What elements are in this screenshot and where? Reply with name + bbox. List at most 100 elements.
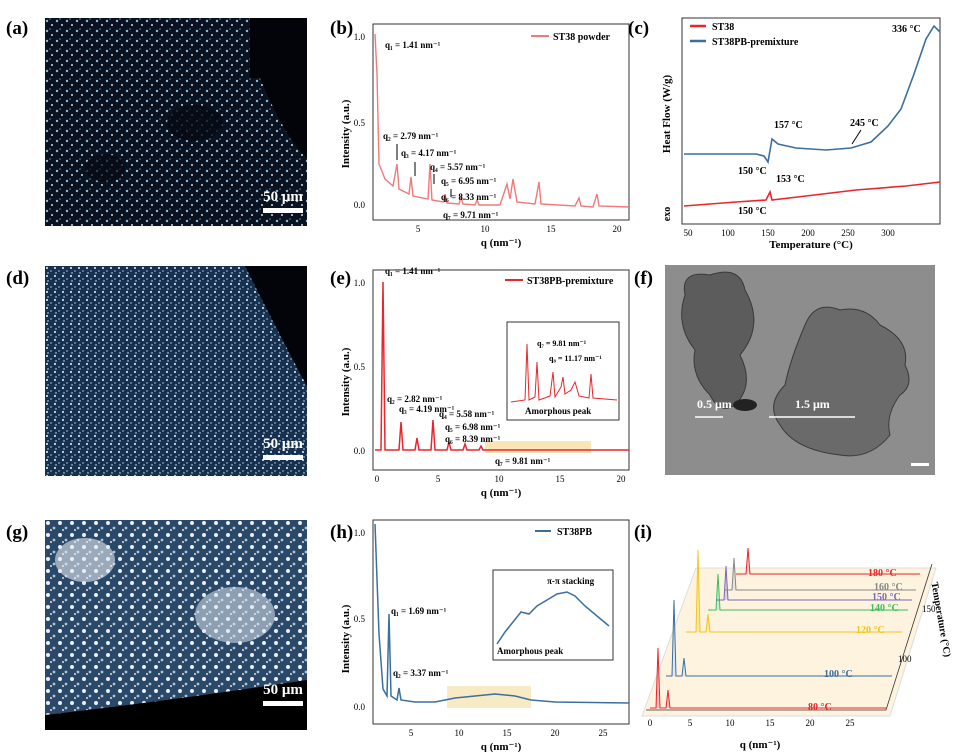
xtick-i-1: 0: [648, 718, 653, 728]
legend-c-1: ST38: [712, 22, 734, 33]
ytick-b-2: 0.5: [354, 118, 366, 128]
xtick-e-3: 10: [495, 474, 505, 484]
arrow-c-245: [851, 129, 862, 145]
waterfall-base: [641, 567, 937, 717]
exo-label: exo: [662, 207, 673, 221]
ztick-i-1: 100: [898, 654, 912, 664]
xlabel-c: Temperature (°C): [769, 239, 853, 250]
xlabel-e: q (nm⁻¹): [481, 487, 522, 499]
xlabel-h: q (nm⁻¹): [481, 741, 522, 752]
temp-label-150: 150 °C: [872, 592, 901, 603]
inset-curve-h: [496, 591, 610, 645]
waterfall-150: [716, 565, 912, 601]
xtick-i-6: 25: [846, 718, 856, 728]
panel-letter-c: (c): [628, 18, 650, 39]
xtick-h-1: 5: [409, 728, 414, 738]
chart-h: Intensity (a.u.) 1.0 0.5 0.0 5 10 15 20 …: [340, 519, 630, 752]
xtick-h-5: 25: [599, 728, 609, 738]
inset-e-q7: q₇ = 9.81 nm⁻¹: [537, 339, 587, 348]
inset-h: [492, 569, 614, 661]
ann-c-150-red: 150 °C: [738, 206, 767, 217]
peak-label-b-6: q₆ = 8.33 nm⁻¹: [441, 192, 497, 202]
peak-label-h-2: q₂ = 3.37 nm⁻¹: [393, 668, 449, 678]
micrograph-d: 50 μm: [45, 266, 307, 476]
micrograph-g: 50 μm: [45, 520, 307, 730]
xtick-e-2: 5: [436, 474, 441, 484]
waterfall-120: [686, 549, 902, 633]
scale-bar-a: 50 μm: [263, 189, 303, 213]
ann-c-157: 157 °C: [774, 120, 803, 131]
panel-letter-a: (a): [6, 18, 29, 39]
temp-label-100: 100 °C: [824, 669, 853, 680]
ylabel-c: Heat Flow (W/g): [661, 75, 673, 154]
temp-label-120: 120 °C: [856, 625, 885, 636]
panel-letter-h: (h): [330, 522, 354, 543]
legend-e: ST38PB-premixture: [527, 276, 614, 287]
peak-label-b-7: q₇ = 9.71 nm⁻¹: [443, 210, 499, 220]
xtick-e-1: 0: [375, 474, 380, 484]
ztick-i-2: 150: [922, 604, 936, 614]
xtick-e-4: 15: [556, 474, 566, 484]
ytick-h-1: 1.0: [354, 528, 366, 538]
xtick-c-2: 100: [721, 228, 735, 238]
xtick-b-3: 15: [547, 224, 557, 234]
waterfall-100: [666, 599, 892, 677]
xtick-h-4: 20: [551, 728, 561, 738]
ytick-h-2: 0.5: [354, 614, 366, 624]
inset-e-q8: q₈ = 11.17 nm⁻¹: [549, 354, 602, 363]
peak-label-e-6: q₆ = 8.39 nm⁻¹: [445, 434, 501, 444]
inset-e-amorphous: Amorphous peak: [525, 406, 591, 416]
ytick-e-3: 0.0: [354, 446, 366, 456]
peak-label-e-4: q₄ = 5.58 nm⁻¹: [439, 409, 495, 419]
peak-label-h-1: q₁ = 1.69 nm⁻¹: [391, 606, 447, 616]
xtick-h-3: 15: [503, 728, 513, 738]
inset-curve-e: [510, 343, 618, 403]
xtick-c-6: 300: [881, 228, 895, 238]
amorphous-highlight-h: [447, 686, 531, 708]
ylabel-b: Intensity (a.u.): [340, 99, 352, 168]
xtick-i-4: 15: [766, 718, 776, 728]
xlabel-b: q (nm⁻¹): [481, 237, 522, 249]
xrd-curve-e: [375, 281, 629, 451]
inset-h-pipi: π-π stacking: [547, 576, 595, 586]
chart-i: 180 °C 160 °C 150 °C 140 °C 120 °C 100 °…: [641, 547, 952, 751]
inset-h-amorphous: Amorphous peak: [497, 646, 563, 656]
panel-letter-b: (b): [330, 18, 354, 39]
panel-letter-g: (g): [6, 522, 29, 543]
legend-b: ST38 powder: [553, 32, 611, 43]
legend-c-2: ST38PB-premixture: [712, 37, 799, 48]
temp-label-140: 140 °C: [870, 603, 899, 614]
chart-e: Intensity (a.u.) 1.0 0.5 0.0 0 5 10 15 2…: [340, 266, 630, 499]
tem-size-1: 0.5 μm: [697, 397, 732, 411]
legend-h: ST38PB: [557, 527, 592, 538]
xtick-c-5: 250: [841, 228, 855, 238]
temp-label-80: 80 °C: [808, 702, 832, 713]
xtick-c-3: 150: [761, 228, 775, 238]
ytick-h-3: 0.0: [354, 702, 366, 712]
waterfall-80: [650, 647, 886, 709]
peak-label-e-7: q₇ = 9.81 nm⁻¹: [495, 456, 551, 466]
xrd-curve-b: [374, 33, 630, 208]
amorphous-highlight-e: [485, 441, 591, 453]
chart-b: Intensity (a.u.) 1.0 0.5 0.0 5 10 15 20 …: [340, 23, 630, 249]
ytick-b-1: 1.0: [354, 32, 366, 42]
ylabel-e: Intensity (a.u.): [340, 347, 352, 416]
peak-label-b-3: q₃ = 4.17 nm⁻¹: [401, 148, 457, 158]
peak-label-b-5: q₅ = 6.95 nm⁻¹: [441, 176, 497, 186]
peak-label-e-1: q₁ = 1.41 nm⁻¹: [385, 266, 441, 276]
panel-letter-i: (i): [634, 522, 652, 543]
ann-c-150-blue: 150 °C: [738, 166, 767, 177]
peak-label-b-1: q₁ = 1.41 nm⁻¹: [385, 40, 441, 50]
peak-arrows-b: [396, 144, 452, 197]
dsc-curve-st38pb: [684, 24, 941, 165]
panel-letter-d: (d): [6, 268, 30, 289]
tem-image-f: 0.5 μm 1.5 μm: [665, 265, 935, 475]
xtick-i-2: 5: [688, 718, 693, 728]
scale-bar-g: 50 μm: [263, 682, 303, 706]
chart-c: Heat Flow (W/g) exo 50 100 150 200 250 3…: [661, 17, 941, 250]
xtick-b-1: 5: [416, 224, 421, 234]
panel-letter-f: (f): [634, 268, 653, 289]
xtick-i-5: 20: [806, 718, 816, 728]
peak-label-b-2: q₂ = 2.79 nm⁻¹: [383, 131, 439, 141]
xlabel-i: q (nm⁻¹): [740, 739, 781, 751]
